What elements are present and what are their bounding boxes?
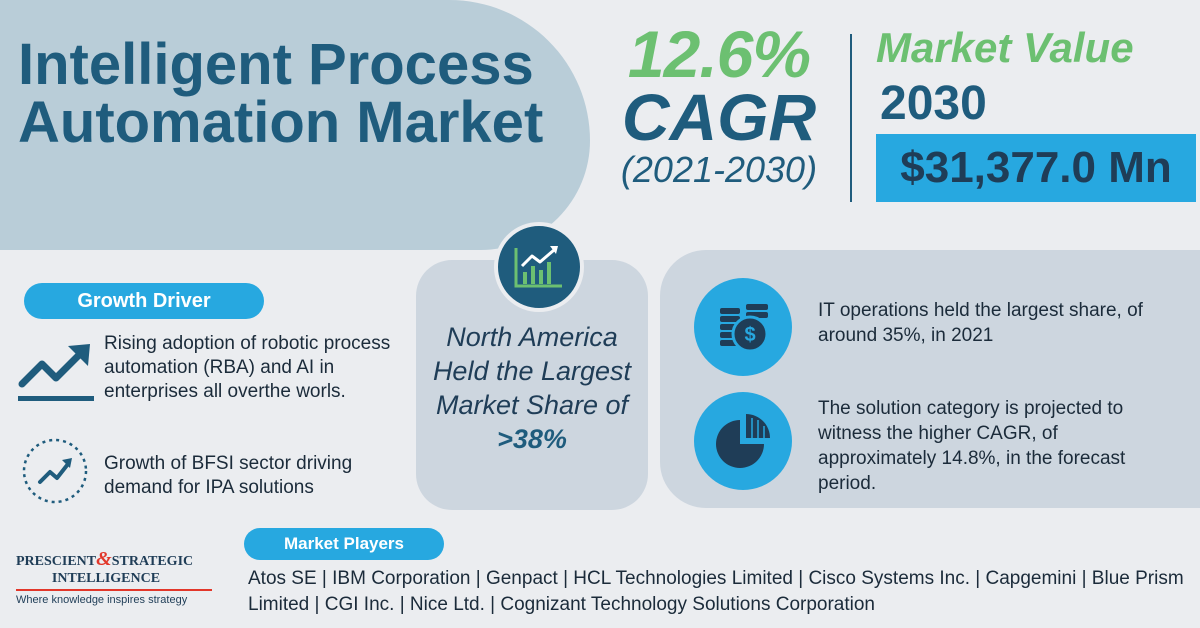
page-title: Intelligent Process Automation Market <box>18 32 544 155</box>
title-background <box>0 0 590 250</box>
svg-text:$: $ <box>744 324 755 346</box>
logo-text-part1: PRESCIENT <box>16 554 97 569</box>
logo-line-2: INTELLIGENCE <box>51 571 161 586</box>
bar-chart-icon <box>514 246 562 288</box>
pie-chart-icon <box>716 414 770 468</box>
company-logo: PRESCIENT&STRATEGIC INTELLIGENCE Where k… <box>16 548 216 606</box>
cagr-period: (2021-2030) <box>620 149 818 190</box>
logo-text-part2: STRATEGIC <box>111 554 194 569</box>
segment-icon-badge-1: $ <box>694 278 792 376</box>
trend-up-arrow-icon <box>18 344 94 401</box>
logo-underline <box>16 589 212 591</box>
divider <box>850 34 852 202</box>
growth-driver-heading: Growth Driver <box>24 283 264 319</box>
logo-line-1: PRESCIENT&STRATEGIC <box>16 548 216 571</box>
cagr-block: 12.6% CAGR (2021-2030) <box>600 17 838 192</box>
cagr-value: 12.6% <box>627 17 811 91</box>
growth-driver-item-2: Growth of BFSI sector driving demand for… <box>104 453 353 498</box>
segment-text-2: The solution category is projected to wi… <box>818 398 1126 494</box>
market-players-heading: Market Players <box>244 528 444 560</box>
coins-dollar-icon: $ <box>720 304 769 353</box>
segment-icon-badge-2 <box>694 392 792 490</box>
region-statement: North America Held the Largest Market Sh… <box>432 322 632 420</box>
market-value-year: 2030 <box>880 77 987 130</box>
cagr-label: CAGR <box>621 80 817 154</box>
logo-tagline: Where knowledge inspires strategy <box>16 594 188 606</box>
market-value-amount: $31,377.0 Mn <box>876 134 1196 202</box>
growth-chart-circle-icon <box>22 438 88 504</box>
market-value-label: Market Value <box>876 24 1134 71</box>
region-share-value: >38% <box>497 424 567 454</box>
region-text: North America Held the Largest Market Sh… <box>420 320 644 456</box>
region-icon-badge <box>494 222 584 312</box>
market-players-list: Atos SE | IBM Corporation | Genpact | HC… <box>248 568 1184 615</box>
segment-text-1: IT operations held the largest share, of… <box>818 300 1143 346</box>
logo-ampersand: & <box>96 548 112 570</box>
growth-driver-item-1: Rising adoption of robotic process autom… <box>104 333 391 402</box>
